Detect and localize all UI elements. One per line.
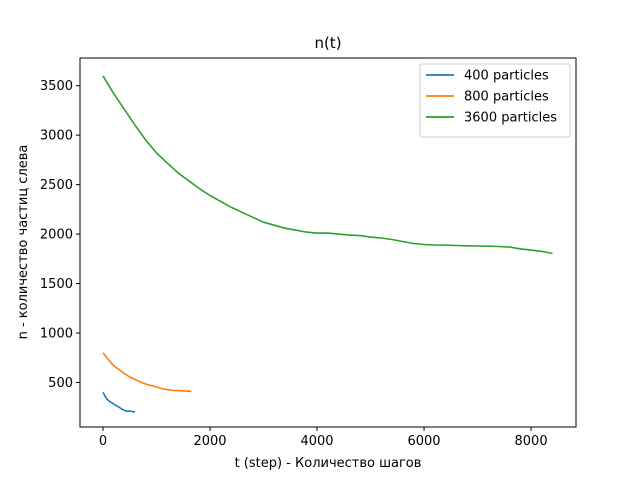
chart-title: n(t) xyxy=(314,34,341,52)
x-tick-label: 4000 xyxy=(300,434,333,449)
series-line-3 xyxy=(102,75,553,255)
x-tick-label: 0 xyxy=(99,434,107,449)
y-tick-label: 3000 xyxy=(40,129,73,144)
y-tick-label: 3500 xyxy=(40,79,73,94)
y-tick-label: 500 xyxy=(48,376,73,391)
x-tick-label: 6000 xyxy=(407,434,440,449)
plot-frame xyxy=(79,57,577,428)
legend: 400 particles 800 particles 3600 particles xyxy=(419,63,571,138)
series-layer xyxy=(102,75,553,413)
x-axis-label: t (step) - Количество шагов xyxy=(235,456,422,471)
x-tick-label: 8000 xyxy=(515,434,548,449)
y-tick-label: 2000 xyxy=(40,228,73,243)
axes-layer: 0 2000 4000 6000 8000 500 1000 1500 2000 2500 3000… xyxy=(40,57,577,449)
series-line-2 xyxy=(102,352,192,393)
y-tick-label: 1500 xyxy=(40,277,73,292)
legend-label: 400 particles xyxy=(464,69,549,84)
x-tick-label: 2000 xyxy=(193,434,226,449)
y-tick-label: 2500 xyxy=(40,178,73,193)
y-axis-label: n - количество частиц слева xyxy=(16,145,31,340)
series-line-1 xyxy=(102,392,136,413)
legend-box xyxy=(419,63,571,138)
legend-label: 800 particles xyxy=(464,90,549,105)
y-tick-label: 1000 xyxy=(40,327,73,342)
legend-label: 3600 particles xyxy=(464,111,557,126)
